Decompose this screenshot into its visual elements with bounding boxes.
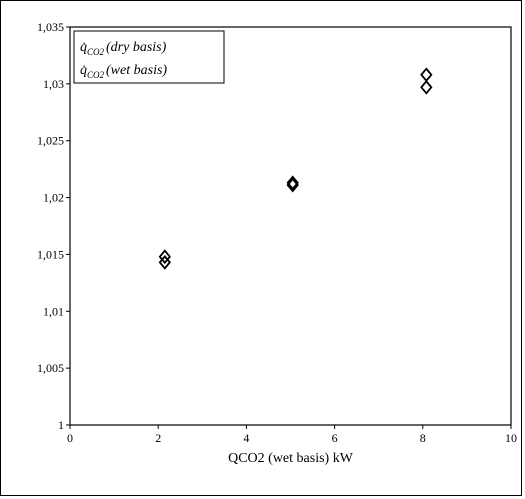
data-point-wet: [158, 254, 171, 270]
y-axis: 1 1,005 1,01 1,015 1,02 1,025 1,03 1,035: [37, 20, 70, 432]
x-tick-label: 8: [420, 431, 426, 445]
y-tick-label: 1,02: [43, 191, 64, 205]
y-tick-label: 1,035: [37, 20, 64, 34]
y-tick-label: 1,005: [37, 361, 64, 375]
data-point-dry: [158, 249, 171, 265]
x-tick-label: 6: [332, 431, 338, 445]
data-point-wet: [420, 79, 433, 95]
legend-entry-wet: q̇CO2 (wet basis): [80, 63, 167, 80]
legend: q̇CO2 (dry basis) q̇CO2 (wet basis): [73, 30, 225, 84]
x-tick-label: 10: [505, 431, 517, 445]
x-tick-label: 2: [155, 431, 161, 445]
data-point-wet: [286, 177, 299, 193]
data-points: [158, 67, 433, 270]
y-tick-label: 1,015: [37, 247, 64, 261]
x-tick-label: 0: [67, 431, 73, 445]
y-tick-label: 1,01: [43, 304, 64, 318]
x-tick-label: 4: [243, 431, 249, 445]
plot-area: [69, 26, 512, 426]
legend-box: [73, 30, 225, 84]
data-point-dry: [286, 175, 299, 191]
y-tick-label: 1: [58, 418, 64, 432]
legend-entry-dry: q̇CO2 (dry basis): [80, 40, 167, 57]
x-axis: 0 2 4 6 8 10: [67, 425, 517, 445]
y-tick-label: 1,025: [37, 134, 64, 148]
x-axis-title: QCO2 (wet basis) kW: [228, 451, 354, 466]
y-tick-label: 1,03: [43, 77, 64, 91]
